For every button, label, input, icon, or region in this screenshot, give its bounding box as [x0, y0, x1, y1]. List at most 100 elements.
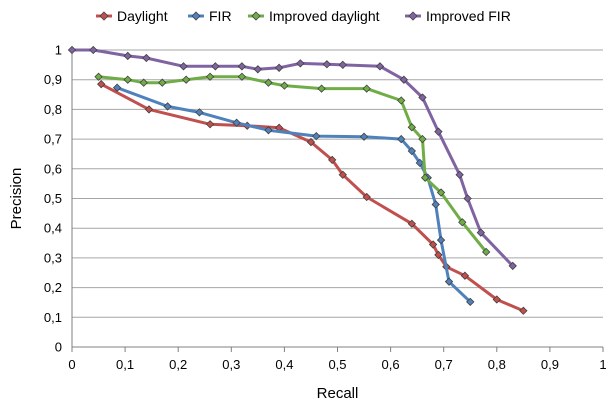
data-point — [264, 78, 273, 87]
data-point — [112, 83, 122, 92]
data-point — [144, 105, 154, 114]
data-point — [476, 228, 486, 237]
x-tick-label: 0,7 — [435, 357, 453, 372]
legend-label: Improved daylight — [269, 8, 380, 24]
y-tick-label: 0 — [55, 340, 62, 355]
data-point — [492, 295, 501, 304]
x-tick-label: 0,3 — [222, 357, 240, 372]
x-tick-label: 0,8 — [488, 357, 506, 372]
x-tick-label: 0,1 — [116, 357, 134, 372]
data-point — [195, 108, 204, 117]
data-point — [420, 173, 430, 182]
series-daylight — [97, 79, 528, 315]
x-tick-label: 0 — [68, 357, 75, 372]
data-point — [181, 75, 191, 84]
data-point — [455, 170, 464, 179]
data-point — [317, 84, 326, 93]
data-point — [253, 65, 263, 74]
data-point — [179, 62, 188, 71]
data-point — [397, 96, 406, 105]
legend-swatch-marker — [251, 11, 261, 21]
series-line — [70, 48, 515, 268]
data-point — [407, 123, 417, 132]
y-tick-label: 0,5 — [44, 191, 62, 206]
data-point — [431, 200, 440, 209]
data-point — [399, 75, 409, 84]
data-point — [312, 131, 321, 141]
x-tick-label: 0,2 — [169, 357, 187, 372]
data-point — [407, 146, 417, 156]
x-axis-title: Recall — [317, 385, 359, 402]
data-point — [428, 240, 438, 249]
y-tick-label: 0,4 — [44, 221, 62, 236]
data-point — [458, 218, 467, 227]
data-point — [508, 261, 517, 271]
y-axis-title: Precision — [8, 168, 25, 230]
legend-swatch-marker — [408, 11, 418, 21]
legend-item: Improved FIR — [405, 8, 511, 24]
y-tick-label: 0,9 — [44, 72, 62, 87]
data-point — [415, 158, 424, 168]
data-point — [237, 62, 247, 71]
x-tick-label: 1 — [599, 357, 606, 372]
legend-item: Improved daylight — [248, 8, 380, 24]
data-point — [338, 170, 347, 179]
data-point — [158, 78, 167, 87]
data-point — [362, 84, 371, 93]
legend-item: FIR — [188, 8, 232, 24]
y-tick-label: 0,6 — [44, 161, 62, 176]
series-fir — [112, 83, 475, 307]
legend-item: Daylight — [96, 8, 168, 24]
x-tick-label: 0,6 — [382, 357, 400, 372]
data-point — [211, 62, 220, 71]
data-point — [322, 60, 332, 69]
series-improved-fir — [67, 45, 517, 271]
data-point — [436, 188, 446, 197]
data-point — [264, 126, 273, 135]
data-point — [466, 297, 475, 307]
data-point — [434, 127, 443, 136]
data-point — [418, 134, 427, 144]
data-point — [519, 306, 528, 315]
legend-label: Daylight — [117, 8, 168, 24]
y-tick-label: 1 — [55, 43, 62, 58]
data-point — [123, 75, 132, 84]
y-tick-label: 0,1 — [44, 310, 62, 325]
data-point — [205, 72, 215, 81]
data-point — [280, 81, 289, 90]
data-point — [274, 63, 284, 72]
x-tick-label: 0,5 — [328, 357, 346, 372]
axes: 0 0,1 0,2 0,3 0,4 0,5 0,6 0,7 0,8 0,9 1 0 0,1 0,2 0,3 0… — [44, 43, 607, 373]
series-improved-daylight — [94, 72, 491, 257]
data-point — [362, 192, 371, 202]
data-point — [306, 137, 316, 147]
series-line — [115, 86, 472, 304]
y-tick-label: 0,2 — [44, 280, 62, 295]
y-tick-label: 0,8 — [44, 102, 62, 117]
data-point — [397, 134, 406, 144]
y-tick-label: 0,3 — [44, 250, 62, 265]
data-point — [232, 118, 241, 127]
legend-label: FIR — [209, 8, 232, 24]
data-point — [434, 250, 443, 260]
x-tick-label: 0,4 — [275, 357, 293, 372]
data-point — [296, 59, 305, 68]
data-point — [237, 72, 247, 81]
data-point — [163, 102, 172, 111]
data-point — [418, 93, 427, 102]
data-point — [407, 219, 417, 228]
x-tick-label: 0,9 — [541, 357, 559, 372]
legend-swatch-marker — [191, 11, 201, 21]
data-point — [436, 235, 446, 245]
data-point — [123, 51, 132, 61]
data-point — [89, 45, 98, 55]
data-point — [482, 247, 491, 257]
legend: Daylight FIR Improved daylight Improved FIR — [96, 8, 511, 24]
data-point — [205, 120, 215, 129]
data-point — [460, 271, 470, 280]
y-tick-label: 0,7 — [44, 132, 62, 147]
data-point — [359, 132, 369, 141]
data-point — [328, 155, 337, 165]
